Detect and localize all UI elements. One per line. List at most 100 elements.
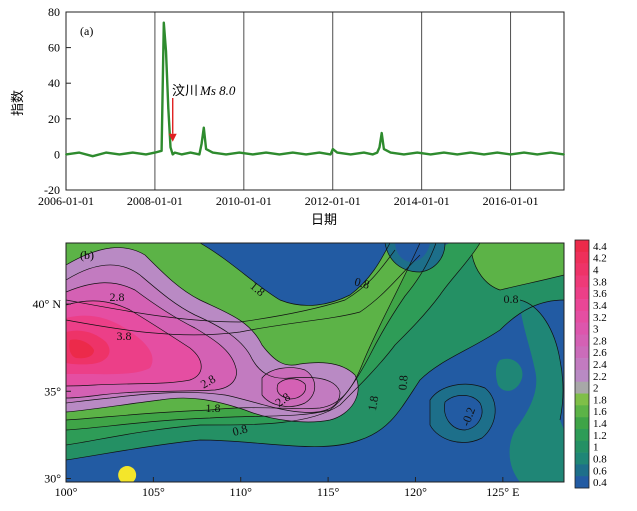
- data-point: [78, 151, 81, 154]
- colorbar-label: 4: [593, 265, 599, 277]
- annotation-magnitude: Ms 8.0: [199, 83, 236, 98]
- x-tick-label: 2016-01-01: [483, 194, 539, 208]
- data-point: [160, 149, 163, 152]
- x-tick-labels: 2006-01-01 2008-01-01 2010-01-01 2012-01-01…: [38, 194, 539, 208]
- map-x-tick-label: 105°: [142, 485, 165, 499]
- colorbar-label: 3.6: [593, 288, 607, 300]
- y-tick-label: 80: [48, 5, 60, 19]
- data-point: [496, 151, 499, 154]
- colorbar-label: 1.8: [593, 394, 607, 406]
- data-point: [154, 151, 156, 154]
- colorbar-label: 2: [593, 383, 599, 395]
- colorbar-swatch: [575, 310, 589, 323]
- colorbar-label: 3.2: [593, 312, 607, 324]
- annotation-label: 汶川 Ms 8.0: [172, 83, 236, 98]
- data-point: [336, 151, 339, 154]
- contour-line: [66, 243, 481, 446]
- data-point: [523, 151, 525, 154]
- data-point: [371, 153, 374, 156]
- contour-line: [384, 243, 446, 273]
- contour-line: [66, 300, 202, 387]
- x-tick-label: 2014-01-01: [394, 194, 450, 208]
- data-point: [383, 148, 385, 150]
- data-point: [483, 153, 485, 156]
- colorbar-label: 2.4: [593, 359, 607, 371]
- contour-label: 0.8: [353, 274, 371, 291]
- map-x-tick-label: 115°: [317, 485, 340, 499]
- map-y-tick-label: 40° N: [33, 297, 62, 311]
- colorbar-swatch: [575, 251, 589, 264]
- data-point: [509, 153, 512, 156]
- contour-label: 2.8: [110, 290, 125, 304]
- colorbar-swatch: [575, 263, 589, 276]
- data-point: [180, 153, 183, 156]
- colorbar-swatch: [575, 464, 589, 477]
- series-points: [65, 21, 565, 158]
- data-point: [378, 146, 381, 149]
- contour-line: [66, 264, 341, 413]
- contour-map: [66, 243, 564, 482]
- x-tick-label: 2012-01-01: [305, 194, 361, 208]
- data-point: [265, 151, 267, 154]
- colorbar-label: 3.8: [593, 276, 607, 288]
- plot-frame-a: [65, 11, 565, 191]
- colorbar-label: 2.6: [593, 347, 607, 359]
- map-x-tick-label: 110°: [230, 485, 253, 499]
- data-point: [205, 148, 207, 150]
- y-tick-label: 20: [48, 112, 60, 126]
- contour-label: 0.8: [504, 292, 519, 306]
- colorbar-swatch: [575, 275, 589, 288]
- map-x-tick-label: 100°: [55, 485, 78, 499]
- map-x-tick-label: 125° E: [486, 485, 519, 499]
- contour-line: [66, 247, 359, 423]
- region-level-0.8-east-band: [509, 300, 564, 482]
- colorbar-label: 1.4: [593, 418, 607, 430]
- x-tick-label: 2008-01-01: [127, 194, 183, 208]
- contour-line: [261, 367, 316, 407]
- colorbar-label: 3.4: [593, 300, 607, 312]
- data-point: [349, 153, 352, 156]
- colorbar-swatch: [575, 381, 589, 394]
- contour-line: [519, 299, 564, 421]
- colorbar-frame: [574, 239, 590, 489]
- map-y-tick-labels: 40° N 35° 30°: [33, 297, 71, 486]
- colorbar-swatch: [575, 452, 589, 465]
- y-tick-label: 0: [54, 147, 60, 161]
- colorbar-label: 1: [593, 442, 599, 454]
- data-point: [563, 153, 565, 156]
- contour-label: 0.8: [395, 375, 410, 391]
- panel-label-a: (a): [80, 24, 93, 38]
- data-point: [305, 153, 308, 156]
- contour-line: [276, 378, 306, 400]
- contour-line: [471, 243, 564, 291]
- colorbar-swatch: [575, 393, 589, 406]
- data-point: [443, 151, 445, 154]
- data-point: [469, 151, 472, 154]
- data-point: [162, 21, 165, 24]
- colorbar-swatch: [575, 358, 589, 371]
- data-point: [318, 151, 321, 154]
- colorbar-swatch: [575, 369, 589, 383]
- y-tick-labels: 80 60 40 20 0 -20: [44, 5, 71, 197]
- y-axis-label: 指数: [10, 90, 25, 116]
- data-point: [189, 151, 192, 154]
- map-y-tick-label: 30°: [44, 472, 61, 486]
- colorbar-swatch: [575, 346, 589, 359]
- data-point: [174, 151, 176, 154]
- series-line-index: [66, 21, 564, 158]
- colorbar-label: 2.8: [593, 335, 607, 347]
- panel-label-b: (b): [80, 248, 94, 262]
- contour-line: [429, 383, 496, 443]
- data-point: [238, 151, 241, 154]
- colorbar-swatch: [575, 334, 589, 347]
- colorbar-label: 1.2: [593, 430, 607, 442]
- panel-b: (b) 2.8 3.8 2.8 2.8 1.8 0.8 1.8 0.8 0.8 1.8 0.8 -0.…: [33, 239, 607, 499]
- data-point: [429, 153, 432, 156]
- epicenter-marker: [118, 466, 137, 482]
- region-level-1.6-northeast: [472, 243, 564, 290]
- map-x-tick-labels: 100° 105° 110° 115° 120° 125° E: [55, 477, 519, 499]
- data-point: [329, 153, 332, 156]
- data-point: [331, 148, 334, 150]
- x-axis-label: 日期: [311, 212, 337, 227]
